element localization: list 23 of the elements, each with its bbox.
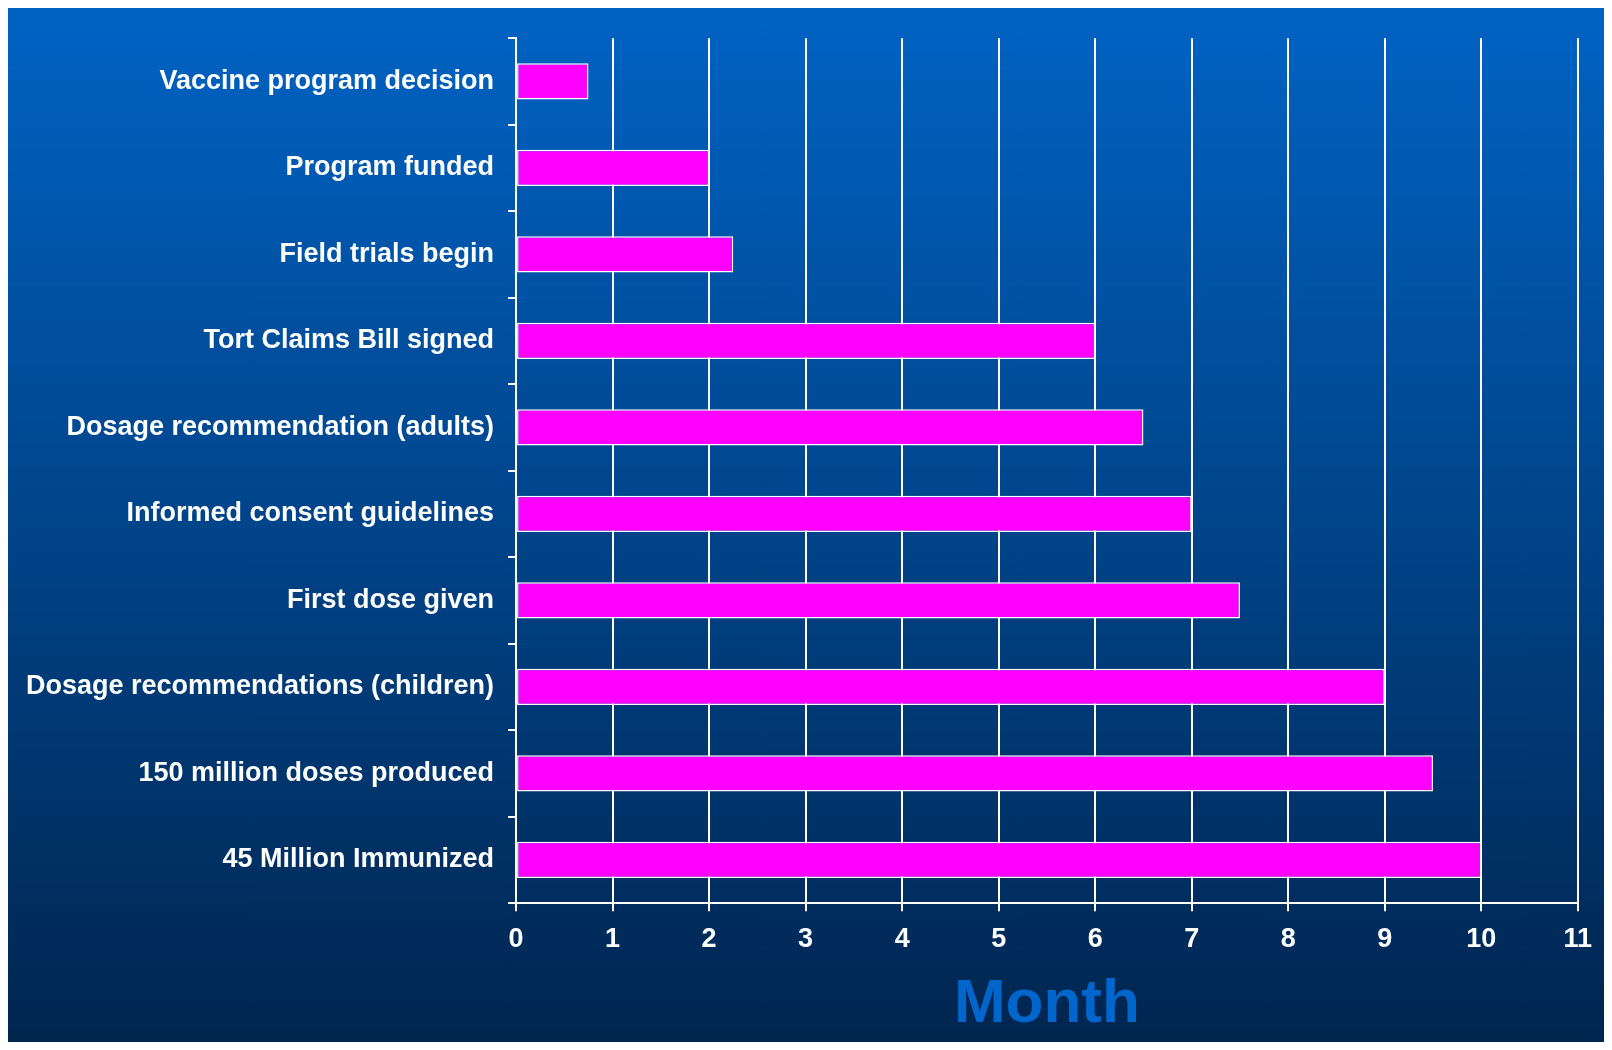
y-tick-label: 150 million doses produced [138, 756, 495, 787]
x-tick-label: 8 [1280, 922, 1296, 953]
x-tick-label: 3 [798, 922, 814, 953]
x-tick-label: 2 [701, 922, 717, 953]
y-tick-label: Dosage recommendation (adults) [66, 410, 495, 441]
x-axis-title: Month [953, 965, 1140, 1035]
y-tick-label: Informed consent guidelines [126, 497, 495, 528]
y-tick-label: 45 Million Immunized [222, 843, 495, 874]
x-tick-label: 0 [508, 922, 524, 953]
x-tick-label: 5 [991, 922, 1007, 953]
x-tick-label: 6 [1087, 922, 1103, 953]
y-tick-label: Vaccine program decision [159, 64, 495, 95]
x-tick-label: 1 [605, 922, 621, 953]
x-tick-label: 9 [1377, 922, 1393, 953]
x-tick-label: 7 [1184, 922, 1200, 953]
y-tick-label: Field trials begin [279, 237, 495, 268]
y-tick-label: Dosage recommendations (children) [25, 670, 495, 701]
y-tick-label: Program funded [285, 151, 495, 182]
y-tick-label: First dose given [287, 583, 495, 614]
x-tick-label: 4 [894, 922, 910, 953]
x-tick-label: 10 [1466, 922, 1497, 953]
y-tick-label: Tort Claims Bill signed [203, 324, 495, 355]
x-tick-label: 11 [1563, 922, 1592, 953]
